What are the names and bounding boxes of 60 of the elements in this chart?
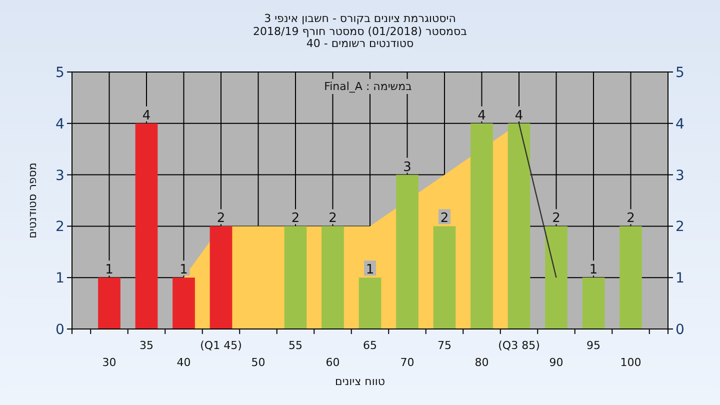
bar — [396, 174, 418, 329]
x-tick-label: 75 — [438, 339, 452, 352]
chart-title: היסטוגרמת ציונים בקורס - חשבון אינפי 3 — [264, 12, 456, 25]
data-label: 1 — [589, 262, 598, 278]
x-tick-label: 65 — [363, 339, 377, 352]
data-label: 1 — [180, 262, 188, 278]
x-tick-label: 35 — [140, 339, 154, 352]
bar — [284, 226, 307, 329]
data-label: 4 — [478, 108, 486, 124]
data-label: 2 — [552, 211, 560, 226]
data-label: 3 — [403, 160, 412, 175]
bar — [172, 278, 195, 329]
x-tick-label: 40 — [176, 356, 191, 369]
bar — [358, 278, 382, 329]
x-axis-title: טווח ציונים — [335, 375, 385, 388]
data-label: 1 — [105, 262, 114, 278]
bar — [545, 226, 568, 329]
x-tick-label: 95 — [586, 339, 600, 352]
bar — [582, 278, 605, 329]
x-tick-label: 80 — [474, 356, 489, 369]
y2-tick-label: 1 — [676, 270, 684, 287]
data-label: 2 — [216, 211, 226, 226]
y-tick-label: 1 — [56, 270, 64, 287]
data-label: 2 — [440, 211, 449, 226]
x-tick-label: 50 — [251, 356, 266, 369]
x-tick-label: (Q1 45) — [200, 339, 242, 352]
annotation: במשימה : Final_A — [324, 80, 412, 93]
bar — [98, 278, 120, 329]
y-tick-label: 0 — [56, 322, 64, 338]
bar — [322, 226, 344, 329]
x-tick-label: 55 — [288, 339, 302, 352]
bar — [433, 226, 456, 329]
data-label: 2 — [626, 211, 635, 226]
x-tick-label: 70 — [400, 356, 414, 369]
data-label: 4 — [142, 108, 151, 124]
y-tick-label: 2 — [56, 219, 64, 236]
bar — [620, 226, 642, 329]
bar — [470, 123, 493, 329]
x-tick-label: 30 — [102, 356, 116, 369]
y-tick-label: 3 — [56, 168, 64, 184]
data-label: 2 — [291, 211, 300, 226]
x-tick-label: 60 — [326, 356, 340, 369]
y2-tick-label: 0 — [676, 322, 684, 338]
x-tick-label: (Q3 85) — [498, 339, 540, 352]
bar — [210, 226, 232, 329]
y-tick-label: 5 — [56, 65, 64, 81]
x-tick-label: 90 — [549, 356, 564, 369]
x-tick-label: 100 — [620, 356, 642, 369]
y-axis-title: מספר סטודנטים — [26, 162, 39, 238]
y2-tick-label: 2 — [676, 219, 684, 236]
data-label: 2 — [328, 211, 337, 226]
y2-tick-label: 3 — [676, 168, 684, 184]
y-tick-label: 4 — [56, 116, 65, 132]
data-label: 1 — [366, 262, 374, 278]
chart-subtitle: בסמסטר (01/2018) סמסטר חורף 2018/19 סטודנטים רשומים - 40 — [253, 25, 467, 50]
data-label: 4 — [514, 108, 524, 124]
y2-tick-label: 5 — [676, 65, 684, 81]
bar — [508, 123, 530, 329]
bar — [135, 123, 158, 329]
y2-tick-label: 4 — [676, 116, 685, 132]
